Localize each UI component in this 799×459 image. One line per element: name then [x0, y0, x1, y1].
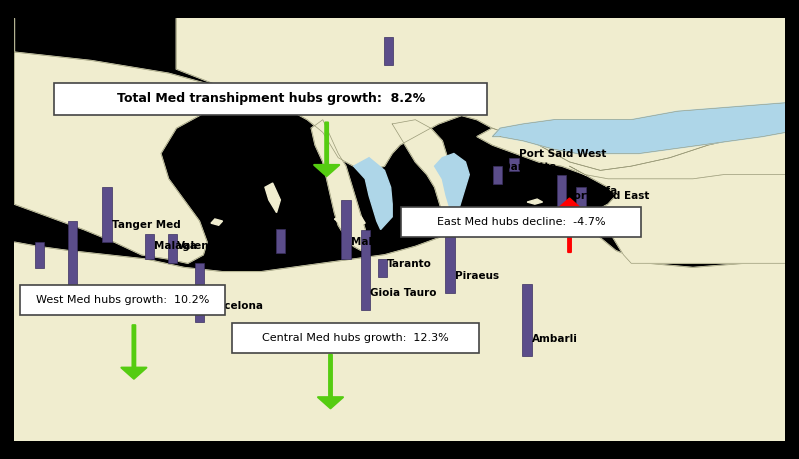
- Text: Barcelona: Barcelona: [204, 301, 263, 310]
- Text: Beirut: Beirut: [601, 208, 638, 218]
- Polygon shape: [527, 199, 543, 204]
- Text: Taranto: Taranto: [387, 259, 431, 269]
- Bar: [510, 158, 519, 171]
- Text: Haifa: Haifa: [586, 186, 617, 196]
- FancyBboxPatch shape: [232, 323, 479, 353]
- Bar: [341, 200, 351, 259]
- Bar: [384, 37, 393, 65]
- FancyBboxPatch shape: [401, 207, 642, 237]
- Text: Gioia Tauro: Gioia Tauro: [370, 288, 436, 298]
- Bar: [35, 242, 45, 268]
- Text: Ambarli: Ambarli: [532, 334, 578, 344]
- Bar: [445, 234, 455, 293]
- Polygon shape: [492, 103, 785, 153]
- Polygon shape: [177, 18, 785, 170]
- Bar: [276, 230, 285, 253]
- FancyBboxPatch shape: [54, 83, 487, 115]
- Polygon shape: [435, 219, 466, 223]
- Text: West Med hubs growth:  10.2%: West Med hubs growth: 10.2%: [36, 295, 209, 305]
- Polygon shape: [435, 153, 469, 221]
- Polygon shape: [312, 120, 365, 251]
- Bar: [523, 285, 532, 356]
- Bar: [557, 174, 566, 213]
- Text: Damietta: Damietta: [503, 162, 557, 172]
- Polygon shape: [477, 128, 785, 179]
- Text: Piraeus: Piraeus: [455, 271, 499, 281]
- Bar: [360, 230, 370, 310]
- Polygon shape: [211, 219, 223, 225]
- Text: Central Med hubs growth:  12.3%: Central Med hubs growth: 12.3%: [262, 333, 449, 343]
- Bar: [493, 166, 503, 184]
- Polygon shape: [14, 18, 246, 263]
- Bar: [68, 221, 77, 314]
- Bar: [576, 187, 586, 208]
- Polygon shape: [354, 158, 392, 230]
- Bar: [145, 234, 154, 259]
- Polygon shape: [334, 215, 365, 227]
- Text: Algeciras: Algeciras: [77, 292, 131, 302]
- Polygon shape: [392, 120, 458, 230]
- Text: Tanger Med: Tanger Med: [112, 220, 181, 230]
- Text: Cagliari: Cagliari: [285, 231, 331, 241]
- FancyBboxPatch shape: [20, 285, 225, 315]
- Text: Port Said West: Port Said West: [519, 149, 606, 159]
- Polygon shape: [14, 208, 785, 441]
- Text: Port Said East: Port Said East: [566, 191, 650, 201]
- Text: Malaga: Malaga: [154, 241, 197, 252]
- Polygon shape: [265, 183, 280, 213]
- Bar: [168, 234, 177, 263]
- Polygon shape: [570, 166, 785, 263]
- Bar: [102, 187, 112, 242]
- Bar: [378, 259, 387, 277]
- Text: East Med hubs decline:  -4.7%: East Med hubs decline: -4.7%: [437, 217, 606, 227]
- Text: Malta: Malta: [351, 237, 384, 247]
- Text: Total Med transhipment hubs growth:  8.2%: Total Med transhipment hubs growth: 8.2%: [117, 92, 425, 105]
- Bar: [592, 213, 601, 230]
- Bar: [195, 263, 204, 322]
- Text: Valencia: Valencia: [177, 241, 227, 252]
